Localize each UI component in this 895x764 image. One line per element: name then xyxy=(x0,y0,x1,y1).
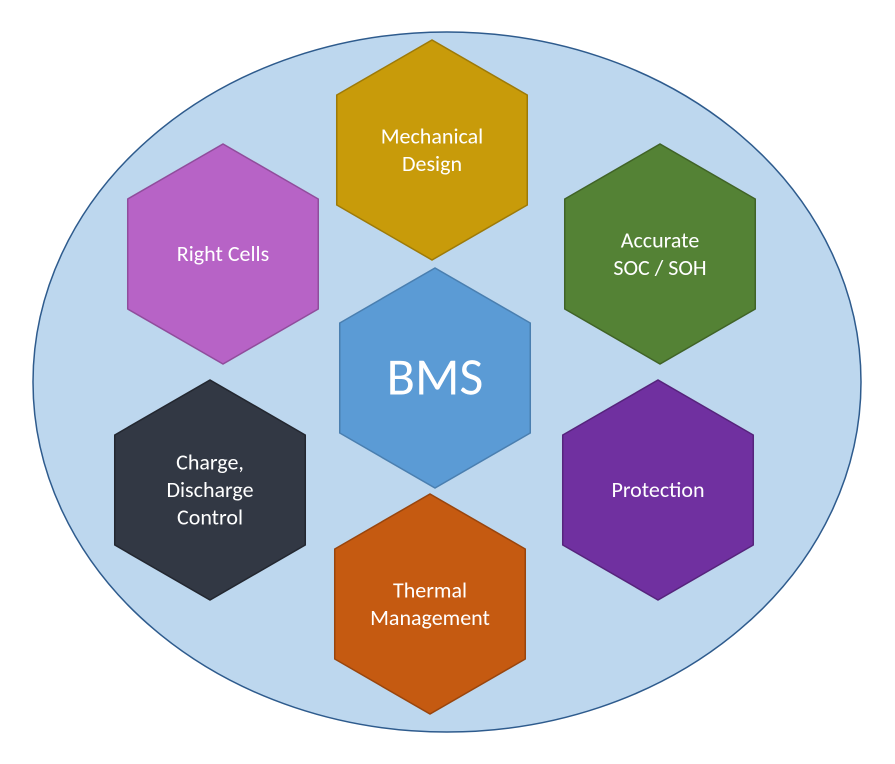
bms-diagram-svg: MechanicalDesignAccurateSOC / SOHProtect… xyxy=(0,0,895,764)
hex-label-charge-discharge-control: Charge,DischargeControl xyxy=(166,449,253,531)
center-hex-label: BMS xyxy=(387,344,484,408)
hex-label-protection: Protection xyxy=(611,476,704,503)
diagram-stage: MechanicalDesignAccurateSOC / SOHProtect… xyxy=(0,0,895,764)
hex-label-right-cells: Right Cells xyxy=(177,240,269,267)
hex-label-accurate-soc-soh: AccurateSOC / SOH xyxy=(613,227,706,282)
